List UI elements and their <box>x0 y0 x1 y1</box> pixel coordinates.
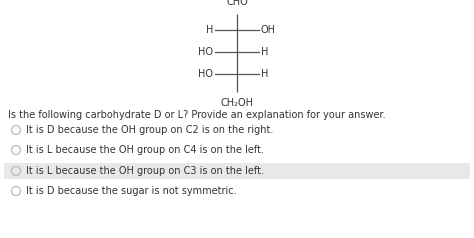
Text: H: H <box>206 25 213 35</box>
Text: It is L because the OH group on C4 is on the left.: It is L because the OH group on C4 is on… <box>26 145 264 155</box>
Text: CHO: CHO <box>226 0 248 7</box>
Text: It is D because the OH group on C2 is on the right.: It is D because the OH group on C2 is on… <box>26 125 273 135</box>
Text: It is D because the sugar is not symmetric.: It is D because the sugar is not symmetr… <box>26 186 237 196</box>
Text: CH₂OH: CH₂OH <box>220 98 254 108</box>
Text: H: H <box>261 69 268 79</box>
Text: Is the following carbohydrate D or L? Provide an explanation for your answer.: Is the following carbohydrate D or L? Pr… <box>8 110 386 120</box>
Text: HO: HO <box>198 47 213 57</box>
Text: H: H <box>261 47 268 57</box>
Text: It is L because the OH group on C3 is on the left.: It is L because the OH group on C3 is on… <box>26 166 264 176</box>
Text: OH: OH <box>261 25 276 35</box>
Text: HO: HO <box>198 69 213 79</box>
FancyBboxPatch shape <box>4 163 470 179</box>
